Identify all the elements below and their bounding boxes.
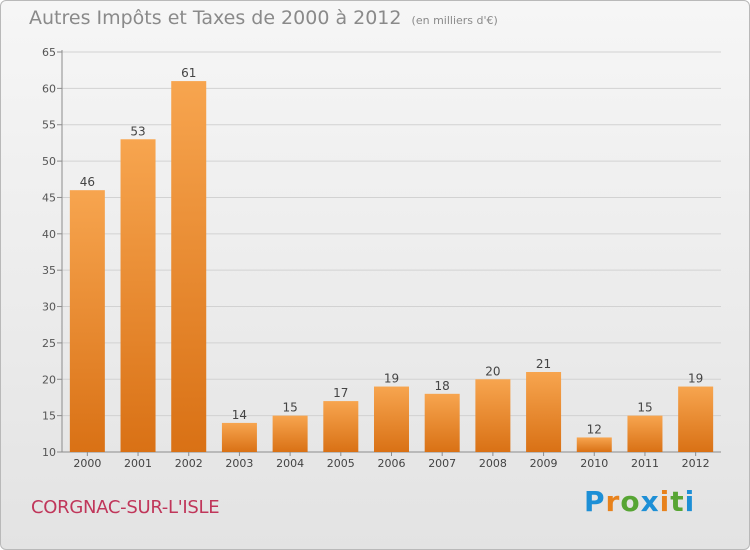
bar	[171, 81, 207, 452]
logo-letter: i	[684, 485, 696, 518]
x-tick-label: 2007	[428, 457, 456, 470]
bar	[69, 190, 105, 452]
y-tick-label: 45	[42, 191, 56, 204]
bar	[120, 139, 156, 453]
chart-title: Autres Impôts et Taxes de 2000 à 2012 (e…	[29, 7, 498, 29]
logo-letter: P	[584, 485, 606, 518]
x-tick-labels: 2000 2001 2002 2003 2004 2005 2006 2007 2008 2009…	[73, 452, 710, 470]
y-tick-label: 60	[42, 82, 56, 95]
y-tick-label: 25	[42, 337, 56, 350]
y-tick-label: 35	[42, 264, 56, 277]
proxiti-logo: Proxiti	[584, 485, 695, 518]
y-tick-label: 65	[42, 46, 56, 59]
data-label: 19	[384, 372, 399, 386]
data-label: 18	[435, 379, 450, 393]
logo-letter: r	[605, 485, 621, 518]
y-tick-label: 50	[42, 155, 56, 168]
data-label: 14	[232, 408, 247, 422]
logo-letter: t	[670, 485, 685, 518]
data-label: 53	[130, 124, 145, 138]
bar	[576, 437, 612, 452]
x-tick-label: 2005	[327, 457, 355, 470]
x-tick-label: 2011	[631, 457, 659, 470]
chart-title-text: Autres Impôts et Taxes de 2000 à 2012	[29, 7, 402, 29]
bars	[69, 81, 714, 453]
bar	[424, 393, 460, 452]
x-tick-label: 2012	[682, 457, 710, 470]
x-tick-label: 2009	[530, 457, 558, 470]
data-label: 19	[688, 372, 703, 386]
x-tick-label: 2008	[479, 457, 507, 470]
x-tick-label: 2006	[378, 457, 406, 470]
logo-letter: x	[640, 485, 660, 518]
bar	[526, 372, 562, 452]
x-tick-label: 2003	[225, 457, 253, 470]
data-label: 61	[181, 66, 196, 80]
y-tick-label: 20	[42, 373, 56, 386]
bar	[272, 415, 308, 452]
data-labels: 46 53 61 14 15 17 19 18 20 21 12 15 19	[80, 66, 704, 436]
y-tick-label: 10	[42, 446, 56, 459]
data-label: 12	[587, 422, 602, 436]
y-tick-label: 55	[42, 119, 56, 132]
bar	[475, 379, 511, 452]
y-tick-label: 40	[42, 228, 56, 241]
town-name: CORGNAC-SUR-L'ISLE	[31, 497, 220, 518]
data-label: 15	[637, 401, 652, 415]
data-label: 46	[80, 175, 95, 189]
logo-letter: i	[659, 485, 671, 518]
y-tick-labels: 10 15 20 25 30 35 40 45 50 55 60 65	[42, 46, 56, 459]
x-tick-label: 2002	[175, 457, 203, 470]
data-label: 15	[282, 401, 297, 415]
x-tick-label: 2004	[276, 457, 304, 470]
y-tick-label: 30	[42, 301, 56, 314]
data-label: 17	[333, 386, 348, 400]
x-tick-label: 2000	[73, 457, 101, 470]
y-tick-label: 15	[42, 410, 56, 423]
logo-letter: o	[620, 485, 641, 518]
data-label: 21	[536, 357, 551, 371]
bar	[627, 415, 663, 452]
chart-unit: (en milliers d'€)	[411, 14, 498, 27]
x-tick-label: 2001	[124, 457, 152, 470]
bar	[678, 386, 714, 452]
data-label: 20	[485, 364, 500, 378]
bar	[374, 386, 409, 452]
bar	[323, 401, 359, 452]
x-tick-label: 2010	[580, 457, 608, 470]
bar	[221, 422, 257, 452]
